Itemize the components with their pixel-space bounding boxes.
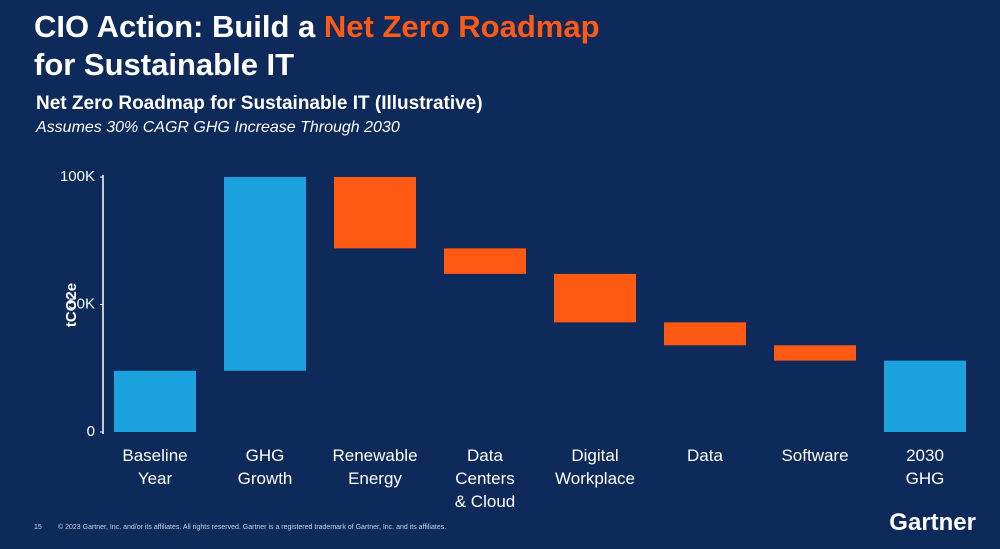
bar	[884, 360, 966, 432]
y-tick-label: 50K	[68, 295, 95, 312]
page-number: 15	[34, 524, 42, 531]
bar	[554, 273, 636, 323]
x-tick-label: Renewable Energy	[332, 446, 418, 488]
x-tick-label: Software	[781, 446, 849, 465]
copyright: © 2023 Gartner, Inc. and/or its affiliat…	[58, 524, 447, 531]
x-tick-label: Data	[687, 446, 723, 465]
bar	[114, 370, 196, 432]
logo: Gartner	[889, 509, 976, 536]
title-part: CIO Action: Build a	[34, 9, 324, 44]
y-tick-label: 100K	[60, 168, 95, 185]
bar	[664, 322, 746, 346]
bar	[334, 177, 416, 249]
x-tick-label: Digital Workplace	[555, 446, 635, 488]
x-tick-label: Baseline Year	[122, 446, 188, 488]
slide-title: CIO Action: Build a Net Zero Roadmap for …	[34, 8, 600, 84]
x-tick-label: GHG Growth	[237, 446, 293, 488]
y-tick-label: 0	[87, 423, 95, 440]
x-tick-label: 2030 GHG	[905, 446, 945, 488]
chart-note: Assumes 30% CAGR GHG Increase Through 20…	[36, 119, 400, 136]
chart-subtitle: Net Zero Roadmap for Sustainable IT (Ill…	[36, 93, 483, 114]
bar	[774, 345, 856, 361]
title-part: for Sustainable IT	[34, 47, 295, 82]
x-tick-label: Data Centers & Cloud	[454, 446, 516, 511]
title-highlight: Net Zero Roadmap	[323, 9, 600, 44]
bar	[224, 177, 306, 371]
bar	[444, 248, 526, 274]
y-axis-label: tCO2e	[63, 283, 80, 327]
